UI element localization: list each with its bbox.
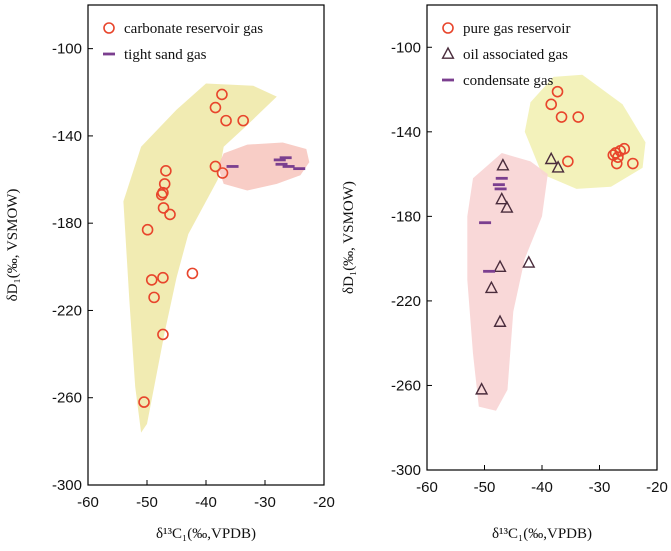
data-point-circle	[209, 160, 222, 173]
x-tick-label: -20	[646, 479, 668, 496]
oil-condensate-region	[467, 153, 548, 411]
series-oil-associated-gas	[475, 151, 565, 395]
data-point-circle	[157, 271, 169, 284]
left-legend: carbonate reservoir gas tight sand gas	[103, 21, 263, 63]
legend-marker	[441, 46, 455, 59]
x-axis-title: δ¹³C₁(‰,VPDB)	[156, 526, 256, 542]
x-tick-label: -60	[77, 494, 99, 511]
data-point-triangle	[493, 259, 507, 272]
data-point-circle	[545, 98, 558, 111]
x-tick-label: -30	[589, 479, 611, 496]
legend-label: oil associated gas	[463, 47, 568, 63]
left-plot-frame	[87, 4, 325, 486]
data-point-triangle	[551, 160, 565, 173]
x-axis-title: δ¹³C₁(‰,VPDB)	[492, 526, 592, 542]
data-point-triangle	[544, 151, 558, 165]
y-tick-label: -100	[52, 41, 82, 58]
right-panel: -60 -50 -40 -30 -20 -100 -140 -180 -220 -260 -300 δ…	[341, 4, 668, 542]
data-point-circle	[551, 85, 564, 98]
x-tick-label: -50	[474, 479, 496, 496]
data-point-circle	[138, 396, 150, 408]
data-point-triangle	[493, 314, 507, 327]
data-point-triangle	[484, 280, 498, 294]
data-point-circle	[164, 208, 176, 221]
data-point-circle	[572, 111, 585, 123]
legend-marker	[103, 22, 115, 34]
data-point-circle	[220, 114, 232, 127]
legend-label: condensate gas	[463, 73, 554, 89]
y-tick-label: -300	[52, 477, 82, 494]
data-point-circle	[148, 291, 160, 304]
data-point-circle	[612, 151, 624, 163]
legend-label: tight sand gas	[124, 47, 207, 63]
data-point-circle	[160, 165, 172, 177]
data-point-circle	[158, 178, 171, 190]
y-tick-label: -180	[52, 215, 82, 232]
legend-label: carbonate reservoir gas	[124, 21, 263, 37]
legend-label: pure gas reservoir	[463, 21, 570, 37]
y-tick-label: -260	[52, 390, 82, 407]
x-tick-label: -20	[313, 494, 335, 511]
series-tight-sand-gas	[226, 156, 306, 171]
carbonate-region	[123, 83, 277, 433]
data-point-circle	[610, 157, 623, 170]
data-point-circle	[209, 101, 222, 114]
data-point-triangle	[500, 200, 514, 213]
y-tick-label: -220	[52, 302, 82, 319]
data-point-circle	[155, 189, 168, 201]
data-point-triangle	[475, 382, 489, 395]
data-point-circle	[157, 328, 169, 341]
left-panel: -60 -50 -40 -30 -20 -100 -140 -180 -220 -260 -300 δ…	[5, 4, 335, 542]
x-tick-label: -60	[416, 479, 438, 496]
y-tick-label: -140	[52, 128, 82, 145]
y-tick-label: -140	[391, 124, 421, 141]
data-point-circle	[216, 167, 229, 179]
tight-sand-region	[217, 142, 310, 191]
x-tick-label: -50	[136, 494, 158, 511]
data-point-circle	[627, 157, 639, 170]
x-tick-label: -30	[254, 494, 276, 511]
x-tick-label: -40	[531, 479, 553, 496]
data-point-circle	[237, 114, 249, 127]
y-axis-title: δD₁(‰, VSMOW)	[5, 189, 21, 302]
y-tick-label: -220	[391, 293, 421, 310]
series-condensate-gas	[479, 176, 508, 273]
y-tick-label: -180	[391, 208, 421, 225]
data-point-circle	[141, 223, 154, 236]
data-point-circle	[157, 202, 170, 214]
data-point-circle	[555, 111, 568, 123]
y-axis-title: δD₁(‰, VSMOW)	[341, 181, 357, 294]
data-point-triangle	[495, 191, 509, 205]
data-point-circle	[186, 267, 199, 280]
y-tick-label: -260	[391, 377, 421, 394]
right-legend: pure gas reservoir oil associated gas cond…	[441, 21, 570, 89]
data-point-triangle	[522, 255, 536, 268]
y-tick-label: -100	[391, 39, 421, 56]
data-point-circle	[618, 142, 631, 155]
legend-marker	[442, 22, 454, 34]
data-point-circle	[216, 88, 228, 101]
data-point-circle	[562, 155, 574, 168]
series-pure-gas-reservoir	[545, 85, 639, 170]
data-point-circle	[145, 274, 158, 286]
y-tick-label: -300	[391, 462, 421, 479]
x-tick-label: -40	[195, 494, 217, 511]
series-carbonate-reservoir-gas	[138, 88, 249, 408]
data-point-triangle	[496, 158, 510, 171]
